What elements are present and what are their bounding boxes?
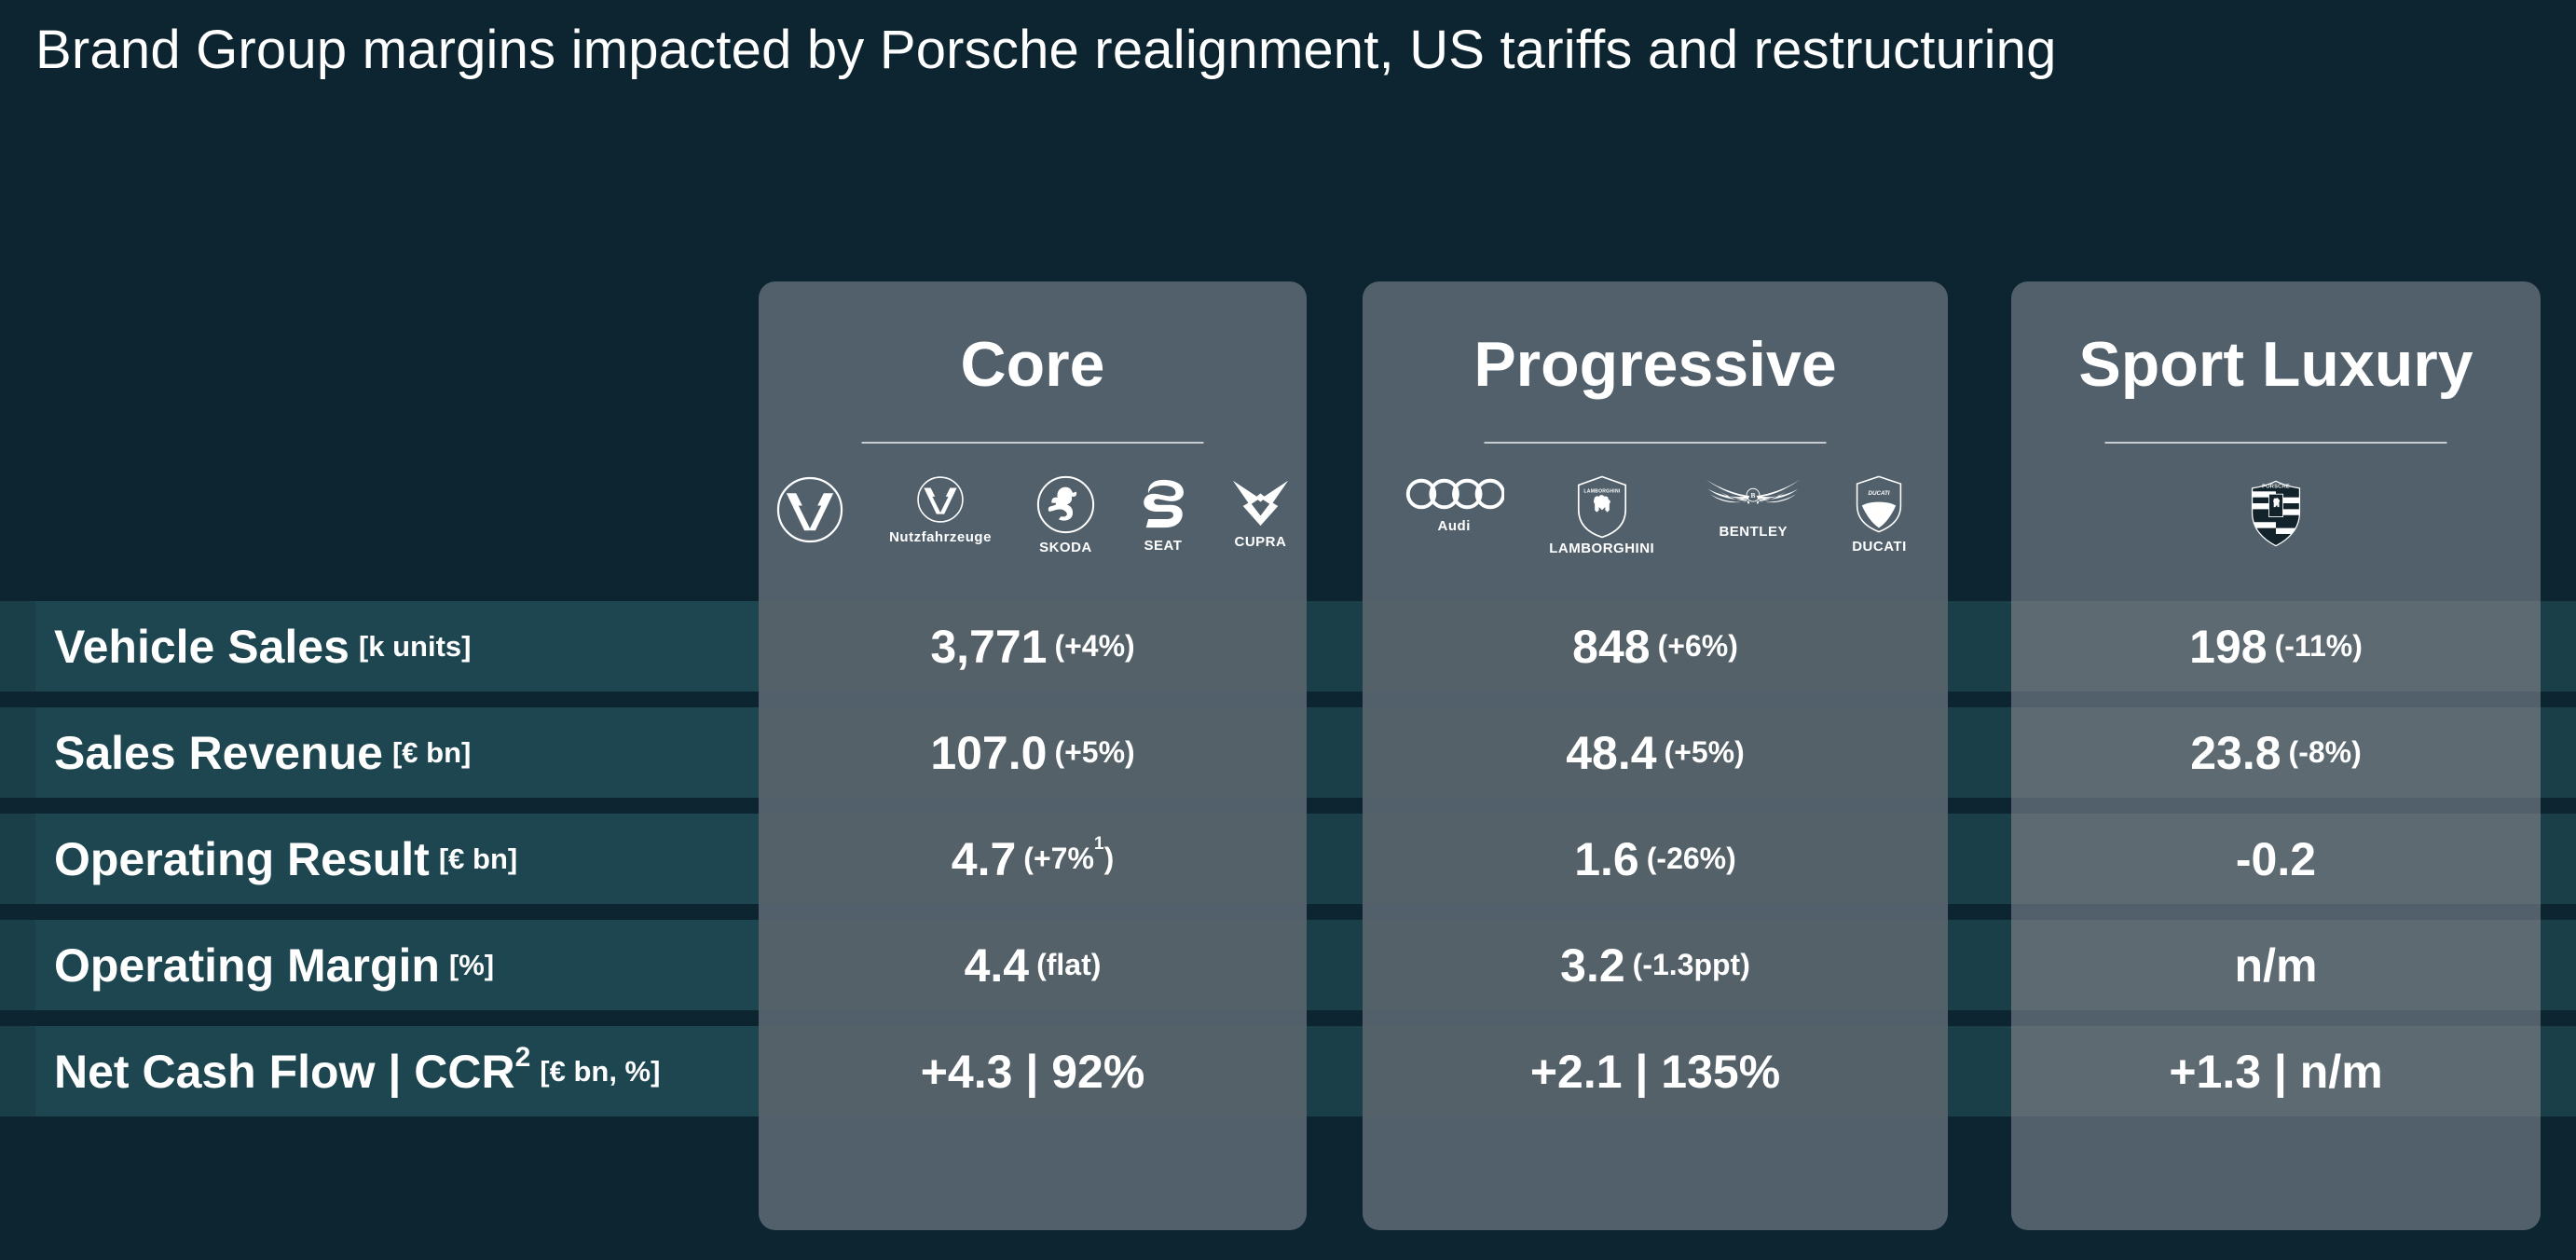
- svg-text:B: B: [1751, 491, 1756, 500]
- svg-text:LAMBORGHINI: LAMBORGHINI: [1583, 488, 1620, 494]
- svg-text:DUCATI: DUCATI: [1869, 490, 1890, 497]
- svg-text:PORSCHE: PORSCHE: [2262, 484, 2290, 489]
